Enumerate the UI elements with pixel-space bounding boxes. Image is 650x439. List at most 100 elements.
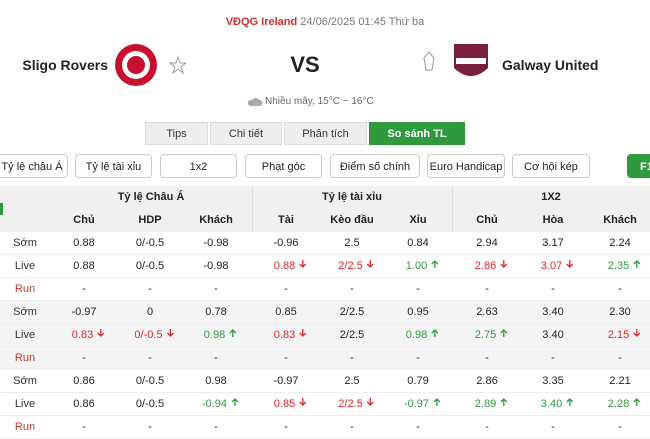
column-header: Xỉu xyxy=(409,214,427,226)
row-bg xyxy=(0,255,650,278)
odds-cell: - xyxy=(82,283,86,295)
trend-arrow xyxy=(633,260,641,268)
row-label: Live xyxy=(14,398,36,410)
odds-cell: 0/-0.5 xyxy=(134,324,175,347)
row-label: Sớm xyxy=(13,306,37,318)
odds-cell: 3.40 xyxy=(542,306,564,318)
row-label: Run xyxy=(14,283,36,295)
away-team[interactable]: Galway United xyxy=(502,57,599,73)
odds-value: -0.94 xyxy=(201,398,228,410)
odds-cell: 0/-0.5 xyxy=(135,237,165,249)
odds-cell: - xyxy=(551,421,555,433)
filter-button[interactable]: Tỷ lệ châu Á xyxy=(0,154,68,178)
odds-cell: - xyxy=(416,421,420,433)
trend-arrow xyxy=(367,260,375,268)
trend-arrow xyxy=(500,260,508,268)
row-label: Sớm xyxy=(13,237,37,249)
odds-cell: 0.79 xyxy=(407,375,429,387)
divider xyxy=(452,186,453,232)
away-icons xyxy=(423,44,488,76)
odds-cell: 0 xyxy=(146,306,154,318)
odds-cell: 0.86 xyxy=(73,398,95,410)
odds-cell: 3.35 xyxy=(542,375,564,387)
tab[interactable]: So sánh TL xyxy=(369,122,465,145)
odds-value: 0.85 xyxy=(273,398,296,410)
odds-cell: - xyxy=(485,352,489,364)
row-bg xyxy=(0,370,650,393)
odds-cell: 2/2.5 xyxy=(339,329,365,341)
filter-button[interactable]: Điểm số chính xác xyxy=(330,154,420,197)
odds-cell: 2.89 xyxy=(475,393,509,416)
column-header: Chủ xyxy=(73,214,95,226)
marker xyxy=(0,203,3,215)
league[interactable]: VĐQG Ireland xyxy=(225,16,298,28)
group-header: Tỷ lệ Châu Á xyxy=(117,191,185,203)
odds-value: 2.35 xyxy=(607,260,630,272)
odds-value: 2.86 xyxy=(474,260,497,272)
tab[interactable]: Phân tích xyxy=(284,122,367,145)
odds-cell: - xyxy=(551,352,555,364)
row-bg xyxy=(0,278,650,301)
row-label: Live xyxy=(14,329,36,341)
column-header: Chủ xyxy=(476,214,498,226)
odds-cell: - xyxy=(416,352,420,364)
odds-cell: 0.84 xyxy=(407,237,429,249)
odds-cell: 0.98 xyxy=(406,324,440,347)
odds-cell: 2/2.5 xyxy=(338,255,375,278)
odds-cell: 3.40 xyxy=(542,329,564,341)
odds-cell: - xyxy=(148,421,152,433)
table-header xyxy=(0,186,650,232)
column-header: Hòa xyxy=(542,214,564,226)
odds-cell: 0.83 xyxy=(274,324,308,347)
odds-cell: - xyxy=(82,352,86,364)
row-label: Run xyxy=(14,421,36,433)
trend-arrow xyxy=(431,329,439,337)
odds-cell: -0.98 xyxy=(203,260,229,272)
row-bg xyxy=(0,301,650,324)
tab[interactable]: Tips xyxy=(145,122,208,145)
column-header: HDP xyxy=(138,214,162,226)
odds-value: 0.83 xyxy=(71,329,94,341)
trend-arrow xyxy=(500,329,508,337)
filter-button[interactable]: 1x2 xyxy=(160,154,237,178)
odds-cell: 2.30 xyxy=(609,306,631,318)
odds-cell: 2.94 xyxy=(476,237,498,249)
odds-cell: 2.21 xyxy=(609,375,631,387)
odds-value: 0.83 xyxy=(273,329,296,341)
filter-button[interactable]: F1 xyxy=(627,154,650,178)
row-bg xyxy=(0,232,650,255)
filter-button[interactable]: Cơ hội kép xyxy=(512,154,590,178)
row-bg xyxy=(0,324,650,347)
odds-cell: 2.63 xyxy=(476,306,498,318)
group-header: 1X2 xyxy=(541,191,561,203)
odds-value: 2.89 xyxy=(474,398,497,410)
odds-value: 0.98 xyxy=(405,329,428,341)
filter-button[interactable]: Tỷ lệ tài xỉu xyxy=(75,154,152,178)
odds-cell: 2.15 xyxy=(608,324,642,347)
trend-arrow xyxy=(633,329,641,337)
odds-cell: -0.97 xyxy=(404,393,442,416)
odds-cell: 2.5 xyxy=(344,375,360,387)
column-header: Khách xyxy=(603,214,637,226)
filter-button[interactable]: Phạt góc xyxy=(245,154,322,178)
home-icons xyxy=(115,44,186,86)
odds-cell: 0.88 xyxy=(73,237,95,249)
tab[interactable]: Chi tiết xyxy=(210,122,282,145)
home-team[interactable]: Sligo Rovers xyxy=(22,57,108,73)
trend-arrow xyxy=(431,260,439,268)
divider xyxy=(252,186,253,232)
trend-arrow xyxy=(231,398,239,406)
trend-arrow xyxy=(433,398,441,406)
odds-value: -0.97 xyxy=(403,398,430,410)
odds-cell: 0.98 xyxy=(204,324,238,347)
column-header: Kèo đầu xyxy=(330,214,374,226)
odds-cell: - xyxy=(214,283,218,295)
odds-cell: - xyxy=(214,421,218,433)
odds-value: 0.88 xyxy=(273,260,296,272)
odds-cell: 0.98 xyxy=(205,375,227,387)
filter-button[interactable]: Euro Handicap xyxy=(427,154,505,178)
odds-cell: - xyxy=(214,352,218,364)
group-header: Tỷ lệ tài xỉu xyxy=(322,191,382,203)
odds-cell: 2.75 xyxy=(475,324,509,347)
